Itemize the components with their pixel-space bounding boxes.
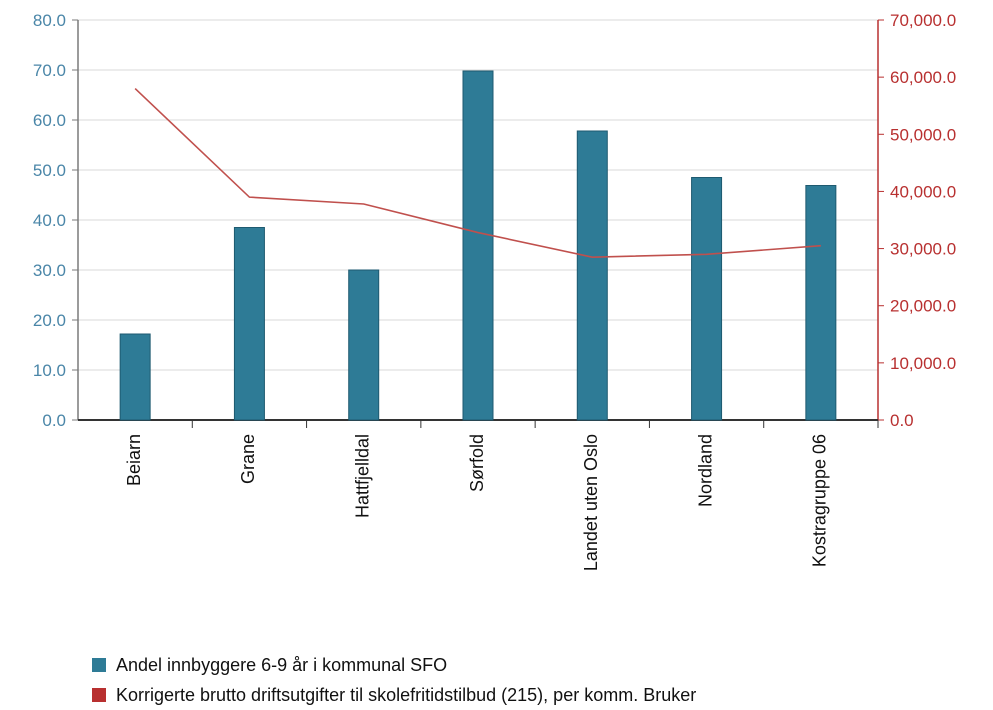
x-axis-tick-label: Sørfold [467, 434, 487, 492]
bar [233, 227, 265, 421]
x-axis-tick-label: Hattfjelldal [352, 434, 372, 518]
x-axis-tick-label: Landet uten Oslo [581, 434, 601, 571]
x-axis-tick-label: Beiarn [124, 434, 144, 486]
right-axis-tick-label: 70,000.0 [890, 11, 956, 30]
right-axis-tick-label: 20,000.0 [890, 297, 956, 316]
right-axis-tick-label: 40,000.0 [890, 182, 956, 201]
legend: Andel innbyggere 6-9 år i kommunal SFO K… [92, 650, 696, 710]
bar [462, 70, 494, 421]
bar [691, 177, 723, 421]
left-axis-tick-label: 50.0 [33, 161, 66, 180]
bar [576, 130, 608, 421]
left-axis-tick-label: 10.0 [33, 361, 66, 380]
right-axis-tick-label: 10,000.0 [890, 354, 956, 373]
bar [805, 185, 837, 421]
bar [119, 333, 151, 421]
left-axis-tick-label: 20.0 [33, 311, 66, 330]
left-axis-tick-label: 30.0 [33, 261, 66, 280]
legend-label: Andel innbyggere 6-9 år i kommunal SFO [116, 654, 448, 675]
left-axis-tick-label: 60.0 [33, 111, 66, 130]
left-axis-tick-label: 80.0 [33, 11, 66, 30]
bar [348, 269, 380, 421]
left-axis-tick-label: 40.0 [33, 211, 66, 230]
right-axis-tick-label: 30,000.0 [890, 240, 956, 259]
x-axis-tick-label: Kostragruppe 06 [810, 434, 830, 567]
legend-swatch [92, 688, 106, 702]
legend-swatch [92, 658, 106, 672]
right-axis-tick-label: 60,000.0 [890, 68, 956, 87]
legend-label: Korrigerte brutto driftsutgifter til sko… [116, 684, 697, 705]
x-axis-tick-label: Nordland [695, 434, 715, 507]
line-series [134, 87, 821, 258]
legend-item-sfo-share[interactable]: Andel innbyggere 6-9 år i kommunal SFO [92, 650, 696, 680]
right-axis-tick-label: 0.0 [890, 411, 914, 430]
left-axis-tick-label: 0.0 [42, 411, 66, 430]
right-axis-tick-label: 50,000.0 [890, 125, 956, 144]
x-axis-tick-label: Grane [238, 434, 258, 484]
legend-item-expenditure[interactable]: Korrigerte brutto driftsutgifter til sko… [92, 680, 696, 710]
left-axis-tick-label: 70.0 [33, 61, 66, 80]
